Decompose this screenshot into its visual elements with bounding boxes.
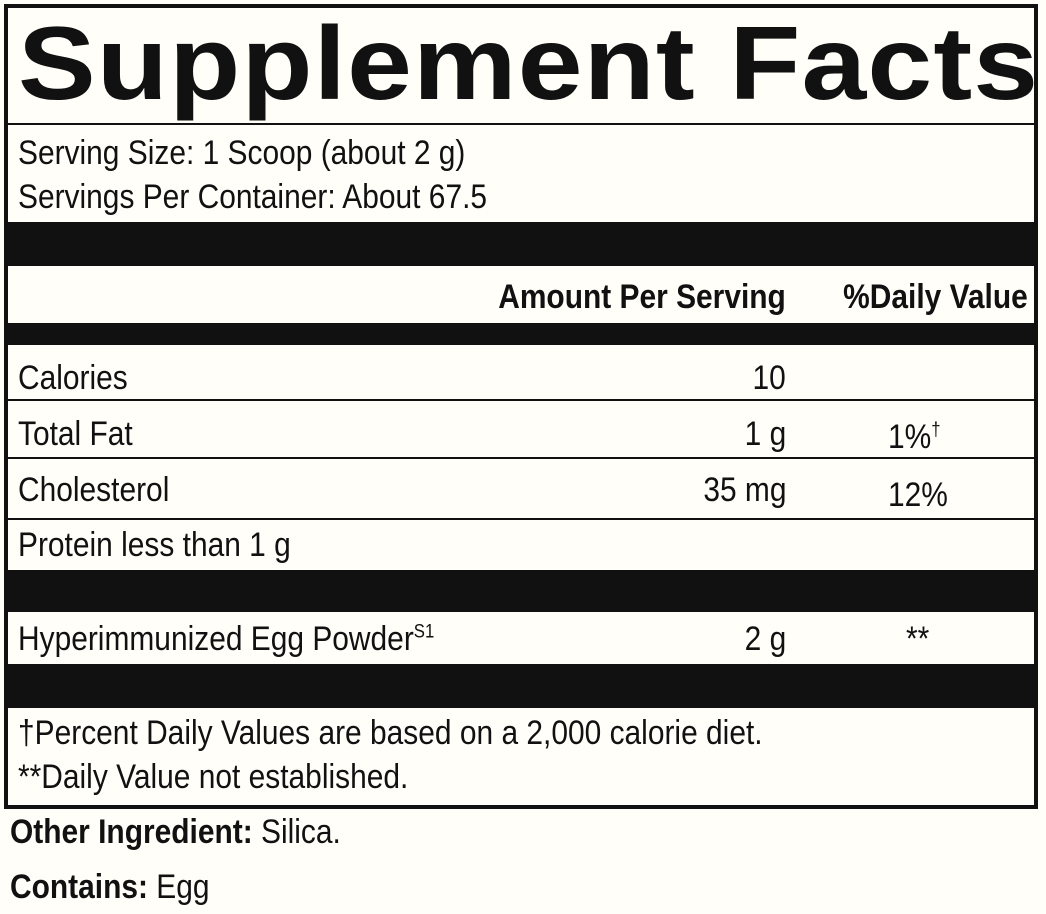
header-daily-value: %Daily Value	[843, 278, 1028, 316]
row-divider	[8, 399, 1034, 401]
footnote-asterisks: **Daily Value not established.	[18, 758, 409, 796]
row-calories-amount: 10	[752, 359, 786, 397]
row-total-fat-label: Total Fat	[18, 415, 133, 453]
supplement-facts-panel: Supplement Facts Serving Size: 1 Scoop (…	[4, 4, 1038, 809]
ingredient-superscript: S1	[413, 621, 435, 643]
row-total-fat-amount: 1 g	[744, 415, 786, 453]
serving-size: Serving Size: 1 Scoop (about 2 g)	[18, 134, 466, 172]
row-cholesterol-dv: 12%	[888, 476, 948, 514]
servings-per-container: Servings Per Container: About 67.5	[18, 178, 488, 216]
other-ingredient: Other Ingredient: Silica.	[10, 813, 341, 852]
ingredient-name: Hyperimmunized Egg Powder	[18, 620, 414, 658]
footnote-dagger: †Percent Daily Values are based on a 2,0…	[18, 714, 763, 752]
contains: Contains: Egg	[10, 868, 210, 907]
row-protein-label: Protein less than 1 g	[18, 526, 291, 564]
row-divider	[8, 518, 1034, 520]
row-cholesterol-amount: 35 mg	[702, 471, 786, 509]
ingredient-label: Hyperimmunized Egg PowderS1	[18, 620, 434, 659]
row-divider	[8, 457, 1034, 459]
row-calories-label: Calories	[18, 359, 128, 397]
facts-title: Supplement Facts	[18, 6, 1040, 122]
contains-value: Egg	[147, 868, 210, 906]
other-ingredient-label: Other Ingredient:	[10, 813, 253, 851]
other-ingredient-value: Silica.	[252, 813, 341, 851]
thick-divider-4	[8, 664, 1034, 708]
row-total-fat-dv-value: 1%	[888, 418, 932, 456]
thick-divider-1	[8, 222, 1034, 266]
contains-label: Contains:	[10, 868, 148, 906]
row-cholesterol-label: Cholesterol	[18, 471, 170, 509]
thick-divider-2	[8, 323, 1034, 345]
thick-divider-3	[8, 570, 1034, 612]
title-rule	[8, 123, 1034, 125]
header-amount-per-serving: Amount Per Serving	[498, 278, 786, 316]
row-total-fat-dv: 1%†	[888, 418, 941, 457]
ingredient-amount: 2 g	[744, 620, 786, 658]
dagger-mark: †	[931, 419, 941, 441]
ingredient-dv: **	[906, 620, 930, 658]
